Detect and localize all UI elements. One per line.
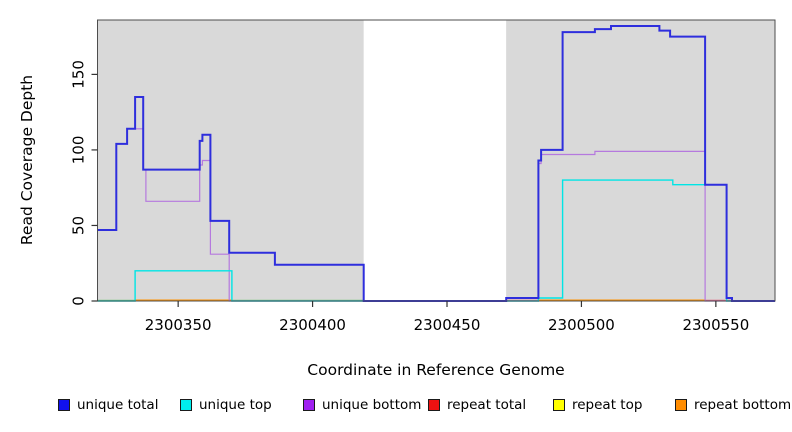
legend-swatch-icon	[675, 399, 687, 411]
y-tick-label: 150	[70, 60, 88, 89]
legend: unique total unique top unique bottom repea…	[0, 396, 792, 418]
x-tick-label: 2300500	[548, 316, 615, 334]
legend-label: repeat total	[447, 397, 527, 413]
legend-swatch-icon	[180, 399, 192, 411]
x-tick-label: 2300450	[414, 316, 481, 334]
series-line-unique-total	[97, 25, 775, 302]
legend-label: unique bottom	[322, 397, 422, 413]
legend-swatch-icon	[553, 399, 565, 411]
y-tick-label: 100	[70, 136, 88, 165]
shaded-region-1	[506, 20, 775, 301]
legend-item-repeat-bottom: repeat bottom	[675, 396, 791, 414]
legend-label: unique total	[77, 397, 159, 413]
y-axis-title: Read Coverage Depth	[18, 74, 36, 246]
legend-item-unique-total: unique total	[58, 396, 158, 414]
legend-label: repeat bottom	[694, 397, 792, 413]
y-tick-label: 50	[70, 216, 88, 235]
legend-label: repeat top	[572, 397, 643, 413]
x-tick-label: 2300400	[279, 316, 346, 334]
legend-item-repeat-top: repeat top	[553, 396, 642, 414]
legend-swatch-icon	[58, 399, 70, 411]
legend-item-unique-bottom: unique bottom	[303, 396, 421, 414]
x-tick-label: 2300350	[145, 316, 212, 334]
x-axis-title: Coordinate in Reference Genome	[307, 361, 565, 379]
legend-swatch-icon	[428, 399, 440, 411]
shaded-region-0	[97, 20, 364, 301]
legend-swatch-icon	[303, 399, 315, 411]
y-tick-label: 0	[70, 296, 88, 306]
x-tick-label: 2300550	[682, 316, 749, 334]
plot-box	[97, 19, 776, 302]
legend-label: unique top	[199, 397, 272, 413]
legend-item-unique-top: unique top	[180, 396, 272, 414]
legend-item-repeat-total: repeat total	[428, 396, 526, 414]
